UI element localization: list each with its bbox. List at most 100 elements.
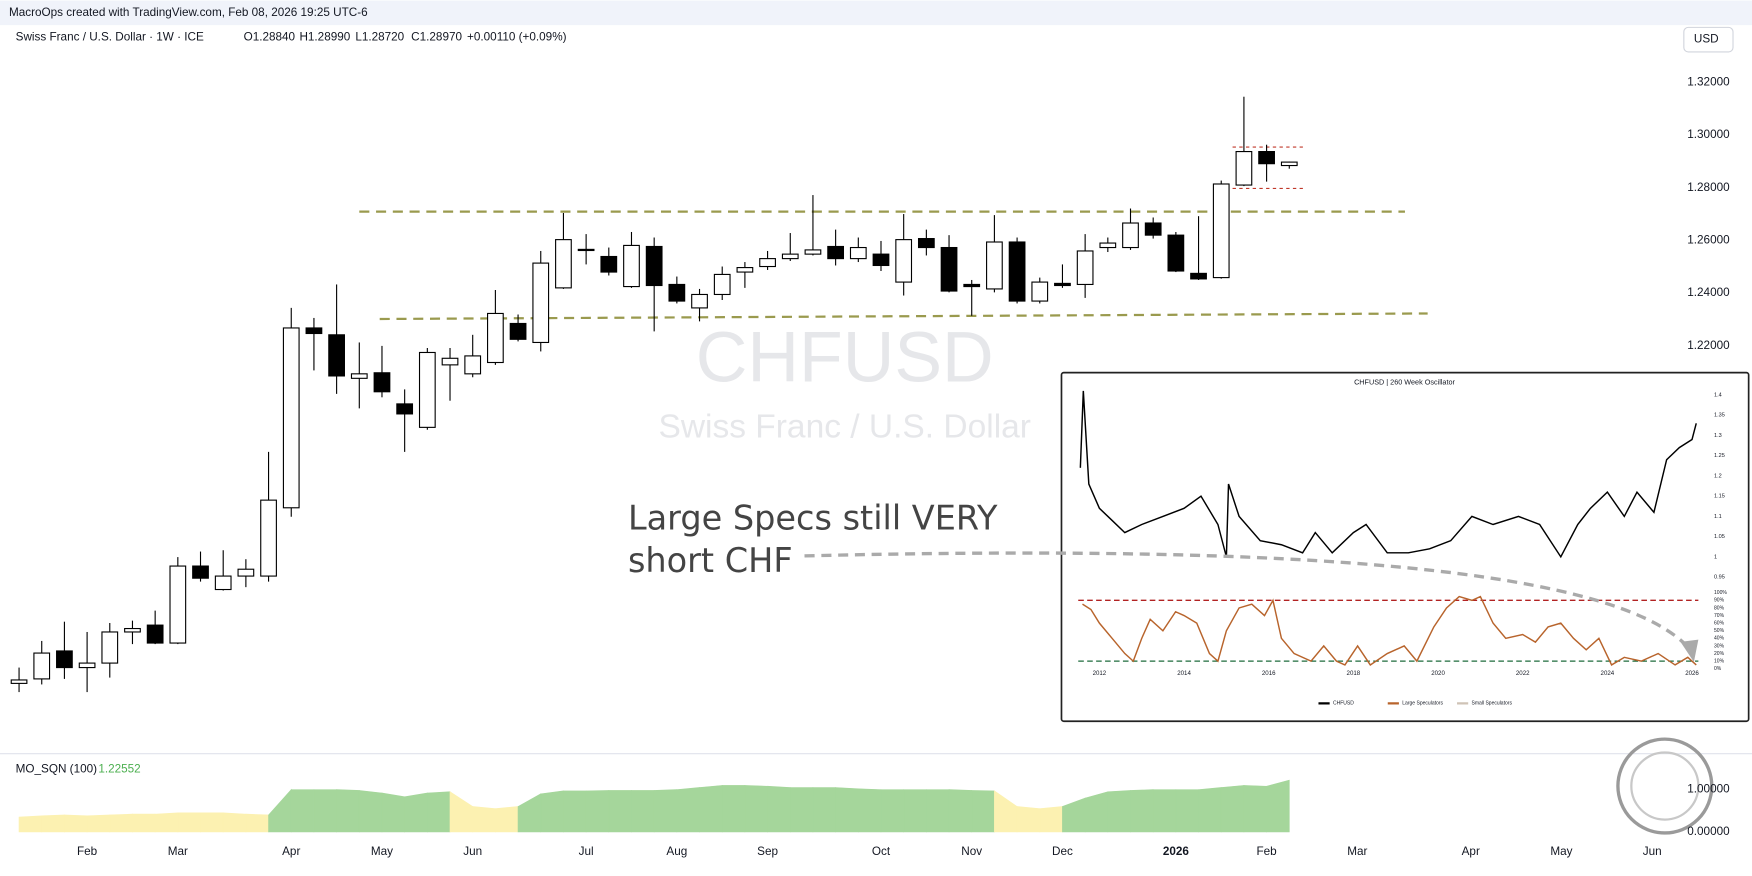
area-segment (631, 790, 655, 833)
candle-body (917, 238, 935, 249)
y-tick-label: 1.28000 (1687, 181, 1730, 194)
y-tick-label: 1.25 (1714, 453, 1725, 459)
area-segment (336, 789, 360, 833)
y-tick-label: 1.4 (1714, 392, 1722, 398)
candle-body (577, 248, 595, 252)
candle-body (418, 351, 436, 428)
area-segment (495, 806, 519, 833)
area-segment (222, 812, 247, 833)
area-segment (994, 790, 1018, 833)
x-tick-label: Mar (168, 845, 188, 858)
candle-body (759, 258, 776, 268)
candle-body (691, 293, 708, 309)
x-tick-label: Jun (463, 845, 482, 858)
legend-label: Small Speculators (1472, 701, 1513, 707)
candle-body (146, 624, 164, 644)
x-tick-label: 2026 (1163, 845, 1190, 858)
x-tick-label: Mar (1347, 845, 1367, 858)
symbol-title: Swiss Franc / U.S. Dollar · 1W · ICE (16, 31, 204, 44)
area-segment (948, 789, 973, 833)
x-tick-label: Apr (1462, 845, 1480, 858)
area-segment (18, 815, 43, 833)
inset-chart: CHFUSD | 260 Week Oscillator 2012 2014 201… (1060, 371, 1750, 723)
y2-tick-label: 70% (1714, 613, 1725, 619)
area-segment (154, 812, 179, 833)
logo (1616, 737, 1717, 871)
status-value: O1.28840 (244, 31, 296, 44)
candle-body (736, 267, 754, 273)
candle-body (328, 334, 345, 377)
x-tick-label: Nov (961, 845, 982, 858)
area-segment (41, 814, 65, 833)
area-segment (676, 787, 700, 833)
candle-body (237, 568, 255, 577)
candle-body (260, 499, 277, 577)
area-segment (812, 787, 836, 833)
y-tick-label: 1.3 (1714, 433, 1722, 439)
currency[interactable]: USD (1694, 33, 1719, 46)
candle-body (713, 273, 731, 296)
area-segment (132, 813, 156, 833)
watermark-name: Swiss Franc / U.S. Dollar (658, 408, 1030, 445)
x-tick-label: May (1550, 845, 1572, 858)
x-tick-label: Sep (757, 845, 778, 858)
x-tick-label: May (371, 845, 393, 858)
watermark-symbol: CHFUSD (696, 317, 994, 397)
y2-tick-label: 30% (1714, 643, 1725, 649)
legend-label: CHFUSD (1333, 701, 1354, 707)
candle-body (804, 249, 822, 255)
candle-body (668, 283, 686, 302)
header-bar (0, 0, 1752, 26)
area-segment (926, 789, 950, 833)
x-tick-label: 2018 (1347, 670, 1361, 677)
area-segment (245, 813, 269, 833)
status-value: H1.28990 (299, 31, 350, 44)
candle-body (600, 255, 618, 273)
candle-body (1167, 234, 1185, 272)
y2-tick-label: 100% (1714, 590, 1727, 596)
x-tick-label: 2024 (1601, 670, 1615, 677)
area-segment (699, 785, 723, 833)
area-segment (1152, 789, 1177, 833)
indicator-name: MO_SQN (100) (16, 762, 97, 775)
x-tick-label: Apr (282, 845, 300, 858)
x-tick-label: Jun (1643, 845, 1662, 858)
x-tick-label: Oct (872, 845, 891, 858)
x-tick-label: Jul (579, 845, 594, 858)
legend-label: Large Speculators (1402, 701, 1443, 707)
x-tick-label: Feb (1256, 845, 1277, 858)
area-segment (358, 790, 383, 833)
series-line (1082, 595, 1697, 666)
status-value: C1.28970 (411, 31, 462, 44)
candle-body (214, 575, 232, 591)
area-segment (789, 787, 814, 833)
area-segment (268, 788, 292, 833)
candle-body (56, 650, 73, 669)
currency-button[interactable] (1683, 26, 1734, 53)
area-segment (1062, 797, 1086, 833)
area-segment (404, 792, 428, 833)
candle-body (441, 357, 459, 366)
candle-body (282, 327, 300, 509)
area-segment (857, 788, 882, 833)
area-segment (1016, 806, 1041, 833)
y-tick-label: 1.05 (1714, 534, 1725, 540)
status-value: L1.28720 (355, 31, 404, 44)
candle-body (1212, 183, 1230, 279)
y-tick-label: 0.95 (1714, 575, 1725, 581)
x-tick-label: Feb (77, 845, 98, 858)
inset-title: CHFUSD | 260 Week Oscillator (1354, 378, 1455, 387)
x-tick-label: 2022 (1516, 670, 1530, 677)
candle-body (1144, 222, 1162, 236)
y2-tick-label: 80% (1714, 605, 1725, 611)
indicator-value: 1.22552 (98, 762, 140, 775)
candle-body (645, 245, 663, 287)
candle-body (986, 241, 1003, 290)
annotation-arrow (804, 551, 1691, 650)
candle-body (464, 355, 482, 375)
y2-tick-label: 40% (1714, 636, 1725, 642)
candle-body (1258, 151, 1275, 165)
area-segment (1220, 785, 1245, 833)
